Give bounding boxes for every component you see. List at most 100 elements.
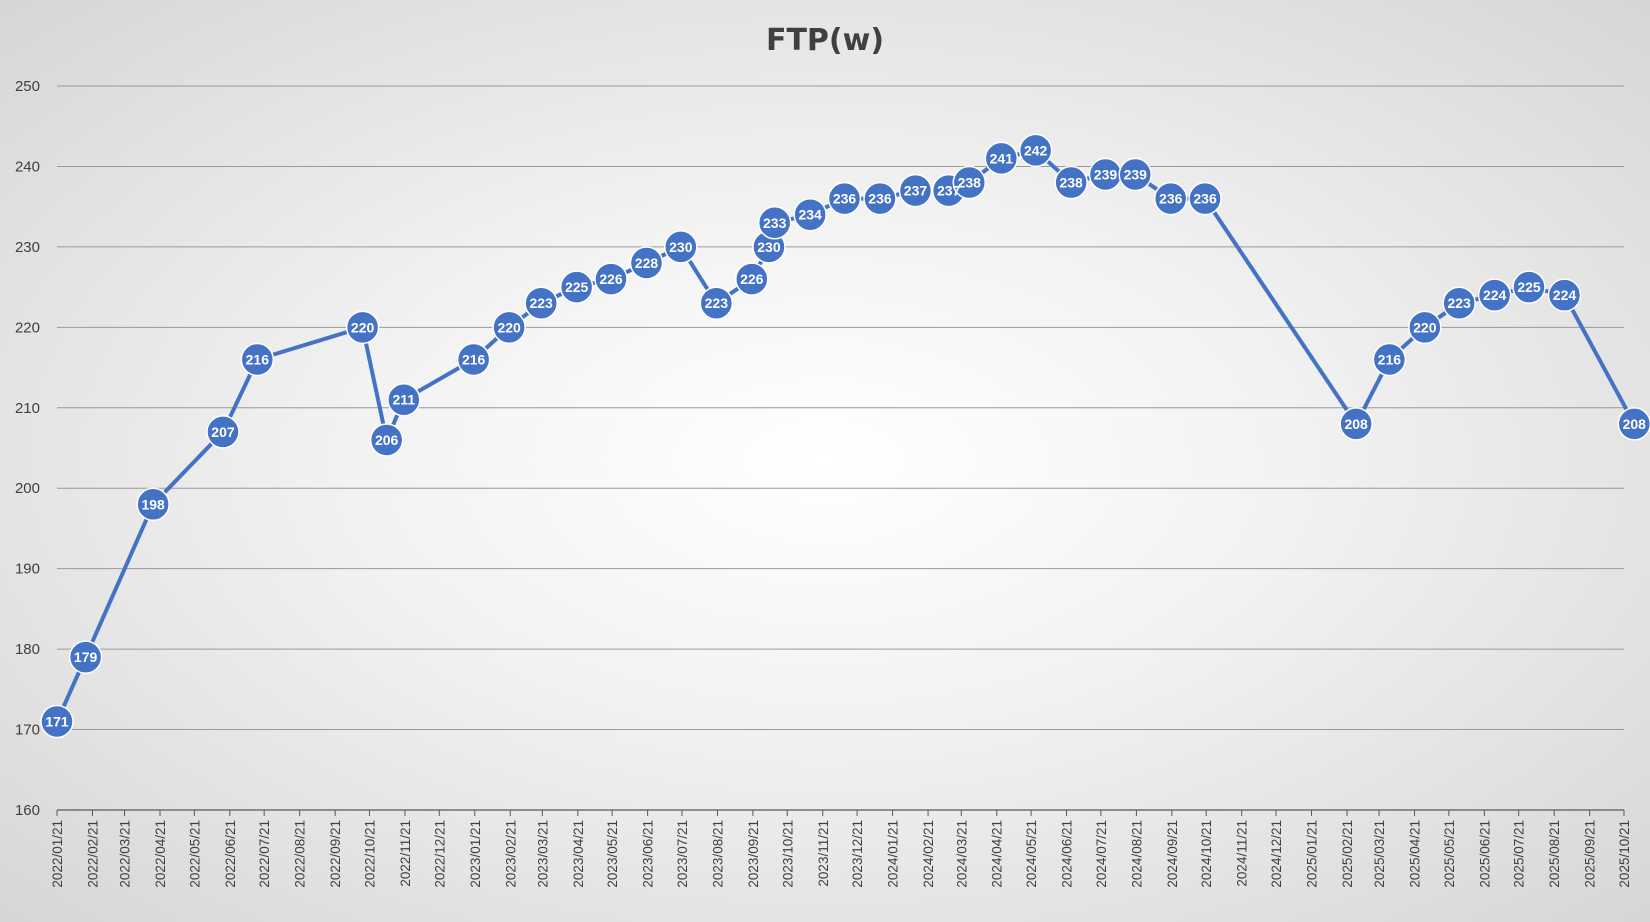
- x-tick-label: 2022/10/21: [362, 820, 377, 888]
- data-label: 216: [462, 352, 486, 368]
- data-point: [1617, 407, 1650, 441]
- y-axis: 160 170 180 190 200 210 220 230 240 250: [15, 78, 40, 819]
- data-label: 224: [1483, 287, 1507, 303]
- x-tick-label: 2022/02/21: [85, 820, 100, 888]
- y-tick-label: 200: [15, 480, 40, 497]
- data-label: 208: [1623, 416, 1647, 432]
- x-tick-label: 2023/10/21: [780, 820, 795, 888]
- x-tick-label: 2022/01/21: [50, 820, 65, 888]
- x-tick-label: 2025/03/21: [1372, 820, 1387, 888]
- x-tick-label: 2023/02/21: [503, 820, 518, 888]
- data-point: [1118, 157, 1152, 192]
- data-point: [1372, 342, 1407, 377]
- x-tick-label: 2022/05/21: [187, 820, 202, 888]
- data-point: [240, 342, 275, 377]
- data-label: 228: [635, 255, 659, 271]
- data-label: 171: [45, 714, 69, 730]
- data-label: 236: [868, 191, 892, 207]
- x-tick-label: 2024/04/21: [990, 820, 1005, 888]
- x-tick-label: 2022/11/21: [398, 820, 413, 887]
- data-label: 234: [798, 207, 822, 223]
- data-label: 220: [497, 319, 521, 335]
- x-tick-label: 2024/05/21: [1024, 820, 1039, 888]
- x-tick-label: 2022/03/21: [118, 820, 133, 888]
- data-point: [898, 173, 933, 208]
- x-tick-label: 2024/03/21: [954, 820, 969, 888]
- y-tick-label: 210: [15, 400, 40, 417]
- data-label: 223: [1447, 295, 1471, 311]
- x-tick-label: 2022/07/21: [257, 820, 272, 888]
- series-ftp: [40, 133, 1650, 739]
- series-line: [55, 148, 1637, 724]
- data-point: [664, 230, 698, 264]
- data-label: 223: [705, 295, 729, 311]
- data-label: 216: [246, 352, 270, 368]
- data-point: [345, 310, 380, 345]
- x-tick-label: 2023/03/21: [535, 820, 550, 888]
- data-point: [68, 640, 103, 674]
- data-label: 220: [1413, 319, 1437, 335]
- x-tick-label: 2025/05/21: [1442, 820, 1457, 888]
- gridlines: [57, 85, 1624, 731]
- data-point: [1408, 310, 1442, 345]
- data-label: 223: [529, 295, 553, 311]
- x-tick-label: 2024/09/21: [1165, 820, 1180, 888]
- x-tick-label: 2024/02/21: [921, 820, 936, 888]
- y-tick-label: 240: [15, 158, 40, 175]
- data-label: 198: [141, 496, 165, 512]
- data-label: 238: [958, 175, 982, 191]
- data-point: [735, 262, 769, 296]
- x-tick-label: 2023/07/21: [675, 820, 690, 888]
- data-label: 208: [1344, 416, 1368, 432]
- x-tick-label: 2025/10/21: [1617, 820, 1632, 888]
- data-point: [369, 423, 404, 457]
- data-point: [1547, 278, 1582, 312]
- y-tick-label: 180: [15, 641, 40, 658]
- x-tick-label: 2023/12/21: [850, 820, 865, 888]
- data-label: 238: [1059, 175, 1083, 191]
- data-point: [793, 197, 827, 232]
- data-label: 242: [1024, 142, 1048, 158]
- x-tick-label: 2023/08/21: [710, 820, 725, 888]
- x-tick-label: 2022/09/21: [328, 820, 343, 888]
- y-tick-label: 230: [15, 239, 40, 256]
- data-label: 239: [1094, 166, 1118, 182]
- chart-title: FTP(w): [766, 23, 884, 58]
- data-label: 226: [740, 271, 764, 287]
- data-point: [136, 487, 170, 522]
- data-point: [699, 286, 734, 320]
- data-labels: 171 179 198 207 216 220 206 211 216 220 223 225 226 2…: [45, 142, 1646, 729]
- data-label: 239: [1124, 166, 1148, 182]
- x-tick-label: 2025/06/21: [1477, 820, 1492, 888]
- data-label: 225: [565, 279, 589, 295]
- data-point: [1477, 278, 1512, 312]
- x-tick-label: 2023/06/21: [641, 820, 656, 888]
- y-tick-label: 190: [15, 561, 40, 578]
- x-tick-label: 2022/12/21: [432, 820, 447, 888]
- data-point: [1442, 286, 1476, 320]
- data-point: [863, 181, 897, 216]
- x-tick-label: 2022/06/21: [223, 820, 238, 888]
- data-label: 226: [599, 271, 623, 287]
- x-tick-label: 2024/08/21: [1129, 820, 1144, 888]
- data-point: [1153, 181, 1188, 216]
- data-point: [387, 382, 421, 417]
- x-tick-label: 2023/05/21: [605, 820, 620, 888]
- x-tick-label: 2024/11/21: [1235, 820, 1250, 887]
- data-point: [559, 270, 594, 304]
- data-point: [827, 181, 862, 216]
- data-label: 179: [74, 649, 98, 665]
- data-label: 225: [1517, 279, 1541, 295]
- y-tick-label: 220: [15, 319, 40, 336]
- data-point: [1339, 407, 1373, 441]
- data-label: 233: [763, 215, 787, 231]
- data-point: [40, 704, 74, 739]
- data-label: 237: [937, 183, 961, 199]
- x-tick-label: 2022/08/21: [293, 820, 308, 888]
- x-tick-label: 2024/12/21: [1269, 820, 1284, 888]
- data-point: [594, 262, 628, 296]
- x-tick-label: 2023/09/21: [746, 820, 761, 888]
- x-tick-label: 2024/07/21: [1094, 820, 1109, 888]
